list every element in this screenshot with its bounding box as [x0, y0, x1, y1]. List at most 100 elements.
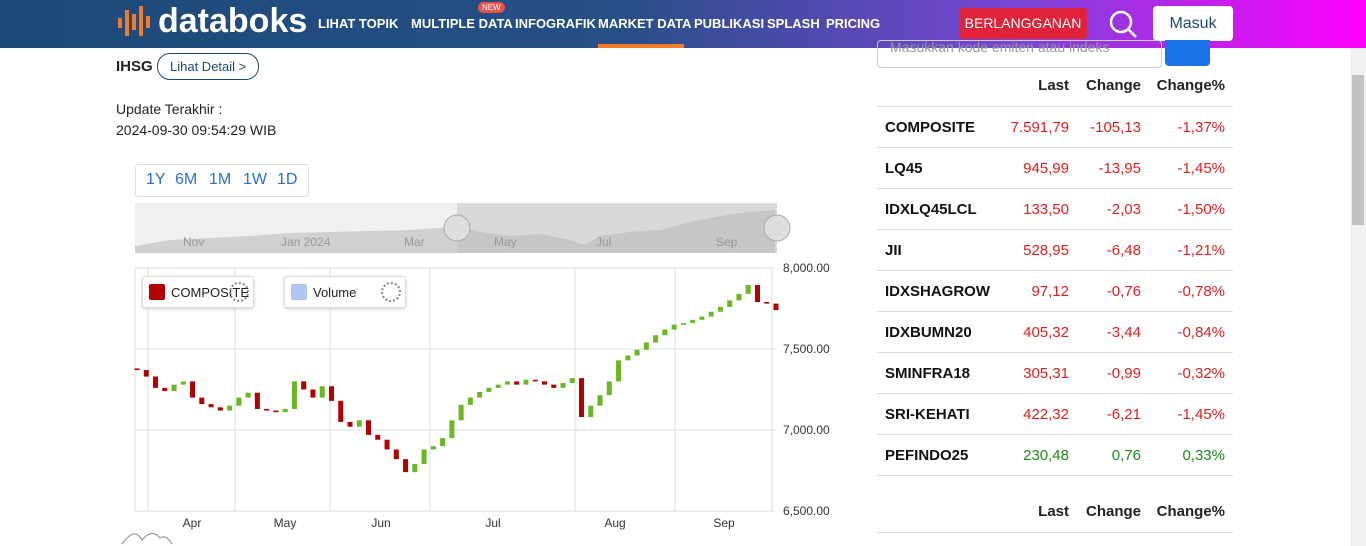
search-input[interactable]: Masukkan kode emiten atau indeks — [877, 40, 1162, 68]
subscribe-button[interactable]: BERLANGGANAN — [959, 8, 1087, 39]
candle — [616, 360, 622, 382]
scrollbar — [1350, 48, 1366, 546]
candle — [227, 405, 233, 411]
candle — [347, 421, 353, 427]
navigator-label: Sep — [716, 235, 738, 249]
candle — [384, 439, 390, 450]
y-tick-label: 7,500.00 — [783, 342, 830, 356]
table-row[interactable]: IDXBUMN20 405,32 -3,44 -0,84% — [877, 311, 1233, 352]
candle — [579, 378, 585, 418]
menu-item[interactable]: MARKET DATA — [598, 16, 692, 31]
candle — [264, 408, 270, 411]
candle — [180, 381, 186, 385]
index-name: LQ45 — [885, 160, 923, 177]
candle — [393, 449, 399, 460]
x-tick-label: Sep — [713, 516, 735, 530]
candle — [282, 408, 288, 413]
candle — [254, 392, 260, 409]
index-value: 0,76 — [1111, 447, 1141, 464]
candle — [727, 300, 733, 307]
candle — [551, 384, 557, 388]
candle — [588, 405, 594, 418]
candle — [606, 381, 612, 396]
candle — [421, 449, 427, 465]
table-row[interactable]: IDXLQ45LCL 133,50 -2,03 -1,50% — [877, 188, 1233, 229]
candle — [310, 389, 316, 398]
navigator-label: Mar — [404, 235, 425, 249]
navigator-handle[interactable] — [443, 214, 471, 242]
column-header: Change — [1085, 503, 1141, 520]
menu-item[interactable]: PUBLIKASI — [694, 16, 765, 31]
legend-item[interactable]: Volume — [284, 276, 406, 308]
range-button[interactable]: 1Y — [146, 171, 166, 188]
index-value: 945,99 — [1023, 160, 1069, 177]
candle — [736, 293, 742, 301]
index-value: -1,50% — [1177, 201, 1225, 218]
menu-item[interactable]: LIHAT TOPIK — [318, 16, 399, 31]
column-header: Last — [1038, 77, 1069, 94]
table-row[interactable]: SRI-KEHATI 422,32 -6,21 -1,45% — [877, 393, 1233, 434]
index-value: 133,50 — [1023, 201, 1069, 218]
index-value: -105,13 — [1090, 119, 1141, 136]
legend-gear[interactable] — [381, 282, 401, 302]
detail-button[interactable]: Lihat Detail > — [157, 53, 260, 80]
index-name: IDXBUMN20 — [885, 324, 972, 341]
table-row[interactable]: COMPOSITE 7.591,79 -105,13 -1,37% — [877, 106, 1233, 147]
y-tick-label: 6,500.00 — [783, 504, 830, 518]
candle — [412, 464, 418, 473]
range-button[interactable]: 1M — [209, 171, 232, 188]
x-tick-label: Jul — [485, 516, 500, 530]
candle — [671, 324, 677, 330]
range-button[interactable]: 6M — [175, 171, 198, 188]
legend-swatch — [149, 284, 165, 300]
candle — [199, 397, 205, 405]
logo-icon — [118, 6, 150, 36]
scrollbar-thumb[interactable] — [1352, 75, 1364, 225]
search-icon[interactable] — [1108, 9, 1138, 39]
index-name: IDXSHAGROW — [885, 283, 990, 300]
index-value: -1,45% — [1177, 160, 1225, 177]
range-button[interactable]: 1D — [277, 171, 298, 188]
table-row[interactable]: PEFINDO25 230,48 0,76 0,33% — [877, 434, 1233, 475]
new-badge: NEW — [478, 2, 505, 13]
search-placeholder: Masukkan kode emiten atau indeks — [890, 40, 1110, 55]
table-border — [877, 532, 1233, 533]
update-label: Update Terakhir : — [116, 101, 223, 117]
index-name: IDXLQ45LCL — [885, 201, 977, 218]
mini-icon — [121, 533, 173, 545]
candle — [680, 323, 686, 325]
index-value: 305,31 — [1023, 365, 1069, 382]
navigator-label: Nov — [183, 235, 204, 249]
candle — [467, 397, 473, 405]
x-grid — [147, 268, 773, 511]
legend-item[interactable]: COMPOSITE — [142, 276, 254, 308]
candle — [236, 397, 242, 406]
navigator-label: Jan 2024 — [281, 235, 331, 249]
x-tick-label: Aug — [604, 516, 625, 530]
index-value: -0,99 — [1106, 365, 1141, 382]
candle — [764, 302, 770, 304]
index-value: -0,76 — [1106, 283, 1141, 300]
table-row[interactable]: SMINFRA18 305,31 -0,99 -0,32% — [877, 352, 1233, 393]
range-button[interactable]: 1W — [243, 171, 267, 188]
table-row[interactable]: IDXSHAGROW 97,12 -0,76 -0,78% — [877, 270, 1233, 311]
search-button[interactable] — [1165, 40, 1210, 66]
candle — [338, 400, 344, 422]
logo[interactable]: databoks — [158, 2, 308, 40]
candle — [171, 384, 177, 392]
candle — [541, 381, 547, 385]
candle — [134, 368, 140, 371]
range-selector — [135, 164, 309, 197]
login-button[interactable]: Masuk — [1153, 6, 1233, 41]
index-value: -6,21 — [1106, 406, 1141, 423]
index-value: -13,95 — [1098, 160, 1141, 177]
menu-item[interactable]: MULTIPLE DATA — [411, 16, 513, 31]
table-row[interactable]: LQ45 945,99 -13,95 -1,45% — [877, 147, 1233, 188]
menu-item[interactable]: INFOGRAFIK — [515, 16, 596, 31]
candle — [653, 335, 659, 343]
menu-item[interactable]: SPLASH — [767, 16, 820, 31]
navigator-handle[interactable] — [763, 214, 791, 242]
legend-gear[interactable] — [229, 282, 249, 302]
menu-item[interactable]: PRICING — [826, 16, 881, 31]
table-row[interactable]: JII 528,95 -6,48 -1,21% — [877, 229, 1233, 270]
